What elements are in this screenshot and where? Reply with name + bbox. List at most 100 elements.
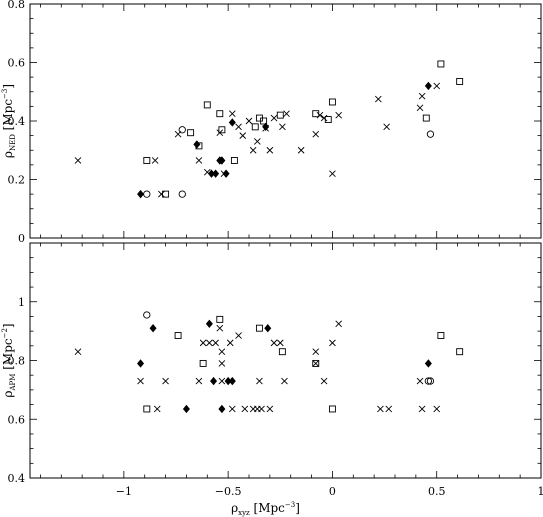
y-ticks — [30, 3, 541, 239]
x-tick-label: 0.5 — [428, 485, 446, 498]
data-point — [207, 169, 215, 178]
data-point — [137, 359, 145, 368]
series-cross — [74, 320, 441, 413]
data-point — [199, 339, 207, 347]
x-ticks — [40, 243, 542, 478]
series-diamond-filled — [137, 81, 432, 199]
data-point — [195, 142, 203, 150]
data-point — [329, 170, 336, 177]
data-point — [212, 169, 220, 178]
data-point — [235, 123, 242, 131]
y-tick-label: 0.8 — [8, 355, 26, 368]
data-point — [218, 126, 226, 134]
data-point — [422, 114, 430, 122]
data-point — [433, 82, 441, 90]
data-point — [228, 376, 236, 386]
data-point — [228, 405, 236, 413]
x-tick-label: −1 — [116, 485, 132, 498]
data-point — [437, 60, 445, 68]
data-point — [149, 323, 157, 333]
y-axis-label-unit-close: ] — [1, 323, 15, 328]
x-axis-label-unit-close: ] — [295, 501, 300, 515]
x-axis-label-unit: [Mpc — [250, 501, 285, 515]
data-point — [279, 123, 286, 131]
y-tick-label: 0 — [18, 232, 25, 245]
data-point — [226, 339, 234, 347]
data-point — [137, 189, 145, 199]
data-point — [178, 190, 186, 198]
data-point — [264, 323, 272, 333]
data-point — [255, 324, 263, 332]
data-point — [276, 111, 284, 119]
data-point — [270, 339, 278, 347]
x-axis-label: ρxyz [Mpc−3] — [231, 501, 300, 517]
y-tick-label: 1 — [18, 296, 25, 309]
data-point — [418, 405, 426, 413]
y-axis-label-symbol: ρ — [1, 151, 15, 158]
y-axis-label-unit: [Mpc — [1, 99, 15, 134]
data-point — [220, 170, 228, 177]
y-tick-label: 0.8 — [8, 0, 26, 11]
data-point — [424, 81, 432, 91]
data-point — [74, 348, 82, 356]
data-point — [262, 122, 270, 132]
series-open-square — [143, 315, 464, 413]
data-point — [216, 129, 224, 137]
plot-frame — [29, 3, 542, 239]
data-point — [151, 157, 159, 164]
data-point — [239, 132, 247, 139]
y-axis-label: ρAPM [Mpc−2] — [1, 323, 17, 397]
x-ticks — [40, 4, 542, 238]
data-point — [137, 377, 144, 385]
data-point — [335, 111, 343, 119]
data-point — [270, 114, 278, 122]
data-point — [182, 404, 190, 414]
data-point — [153, 405, 161, 413]
data-point — [216, 315, 224, 323]
y-axis-label-unit-exponent: −2 — [1, 328, 9, 338]
data-point — [312, 359, 320, 367]
data-point — [143, 157, 151, 164]
data-point — [218, 348, 226, 356]
y-axis-label: ρNED [Mpc−3] — [1, 84, 17, 158]
data-point — [426, 130, 435, 138]
data-point — [426, 377, 435, 385]
x-tick-label: 1 — [538, 485, 543, 498]
data-point — [222, 169, 230, 178]
data-point — [224, 376, 232, 386]
data-point — [456, 78, 464, 85]
plot-frame — [29, 242, 542, 479]
x-tick-label: 0 — [329, 485, 336, 498]
data-point — [316, 111, 324, 119]
data-point — [218, 404, 226, 414]
y-axis-label-unit-close: ] — [1, 84, 15, 89]
data-point — [416, 377, 424, 385]
data-point — [216, 324, 224, 332]
y-ticks — [30, 242, 541, 479]
data-point — [195, 377, 203, 385]
data-point — [328, 405, 336, 413]
data-point — [228, 110, 236, 118]
data-point — [212, 339, 219, 347]
data-point — [262, 124, 270, 132]
data-point — [251, 123, 259, 131]
data-point — [437, 332, 445, 339]
data-point — [335, 320, 343, 328]
data-point — [260, 117, 268, 125]
y-tick-label: 0.4 — [8, 472, 26, 485]
x-axis-label-symbol: ρ — [231, 501, 238, 515]
data-point — [203, 101, 211, 109]
data-point — [174, 130, 182, 138]
y-axis-label-unit-exponent: −3 — [1, 89, 9, 99]
data-point — [312, 348, 320, 356]
data-point — [383, 123, 390, 131]
data-point — [424, 377, 433, 385]
series-open-square — [143, 60, 464, 198]
data-point — [320, 114, 328, 122]
data-point — [297, 146, 305, 154]
data-point — [424, 359, 432, 368]
data-point — [266, 146, 274, 154]
data-point — [178, 126, 186, 134]
